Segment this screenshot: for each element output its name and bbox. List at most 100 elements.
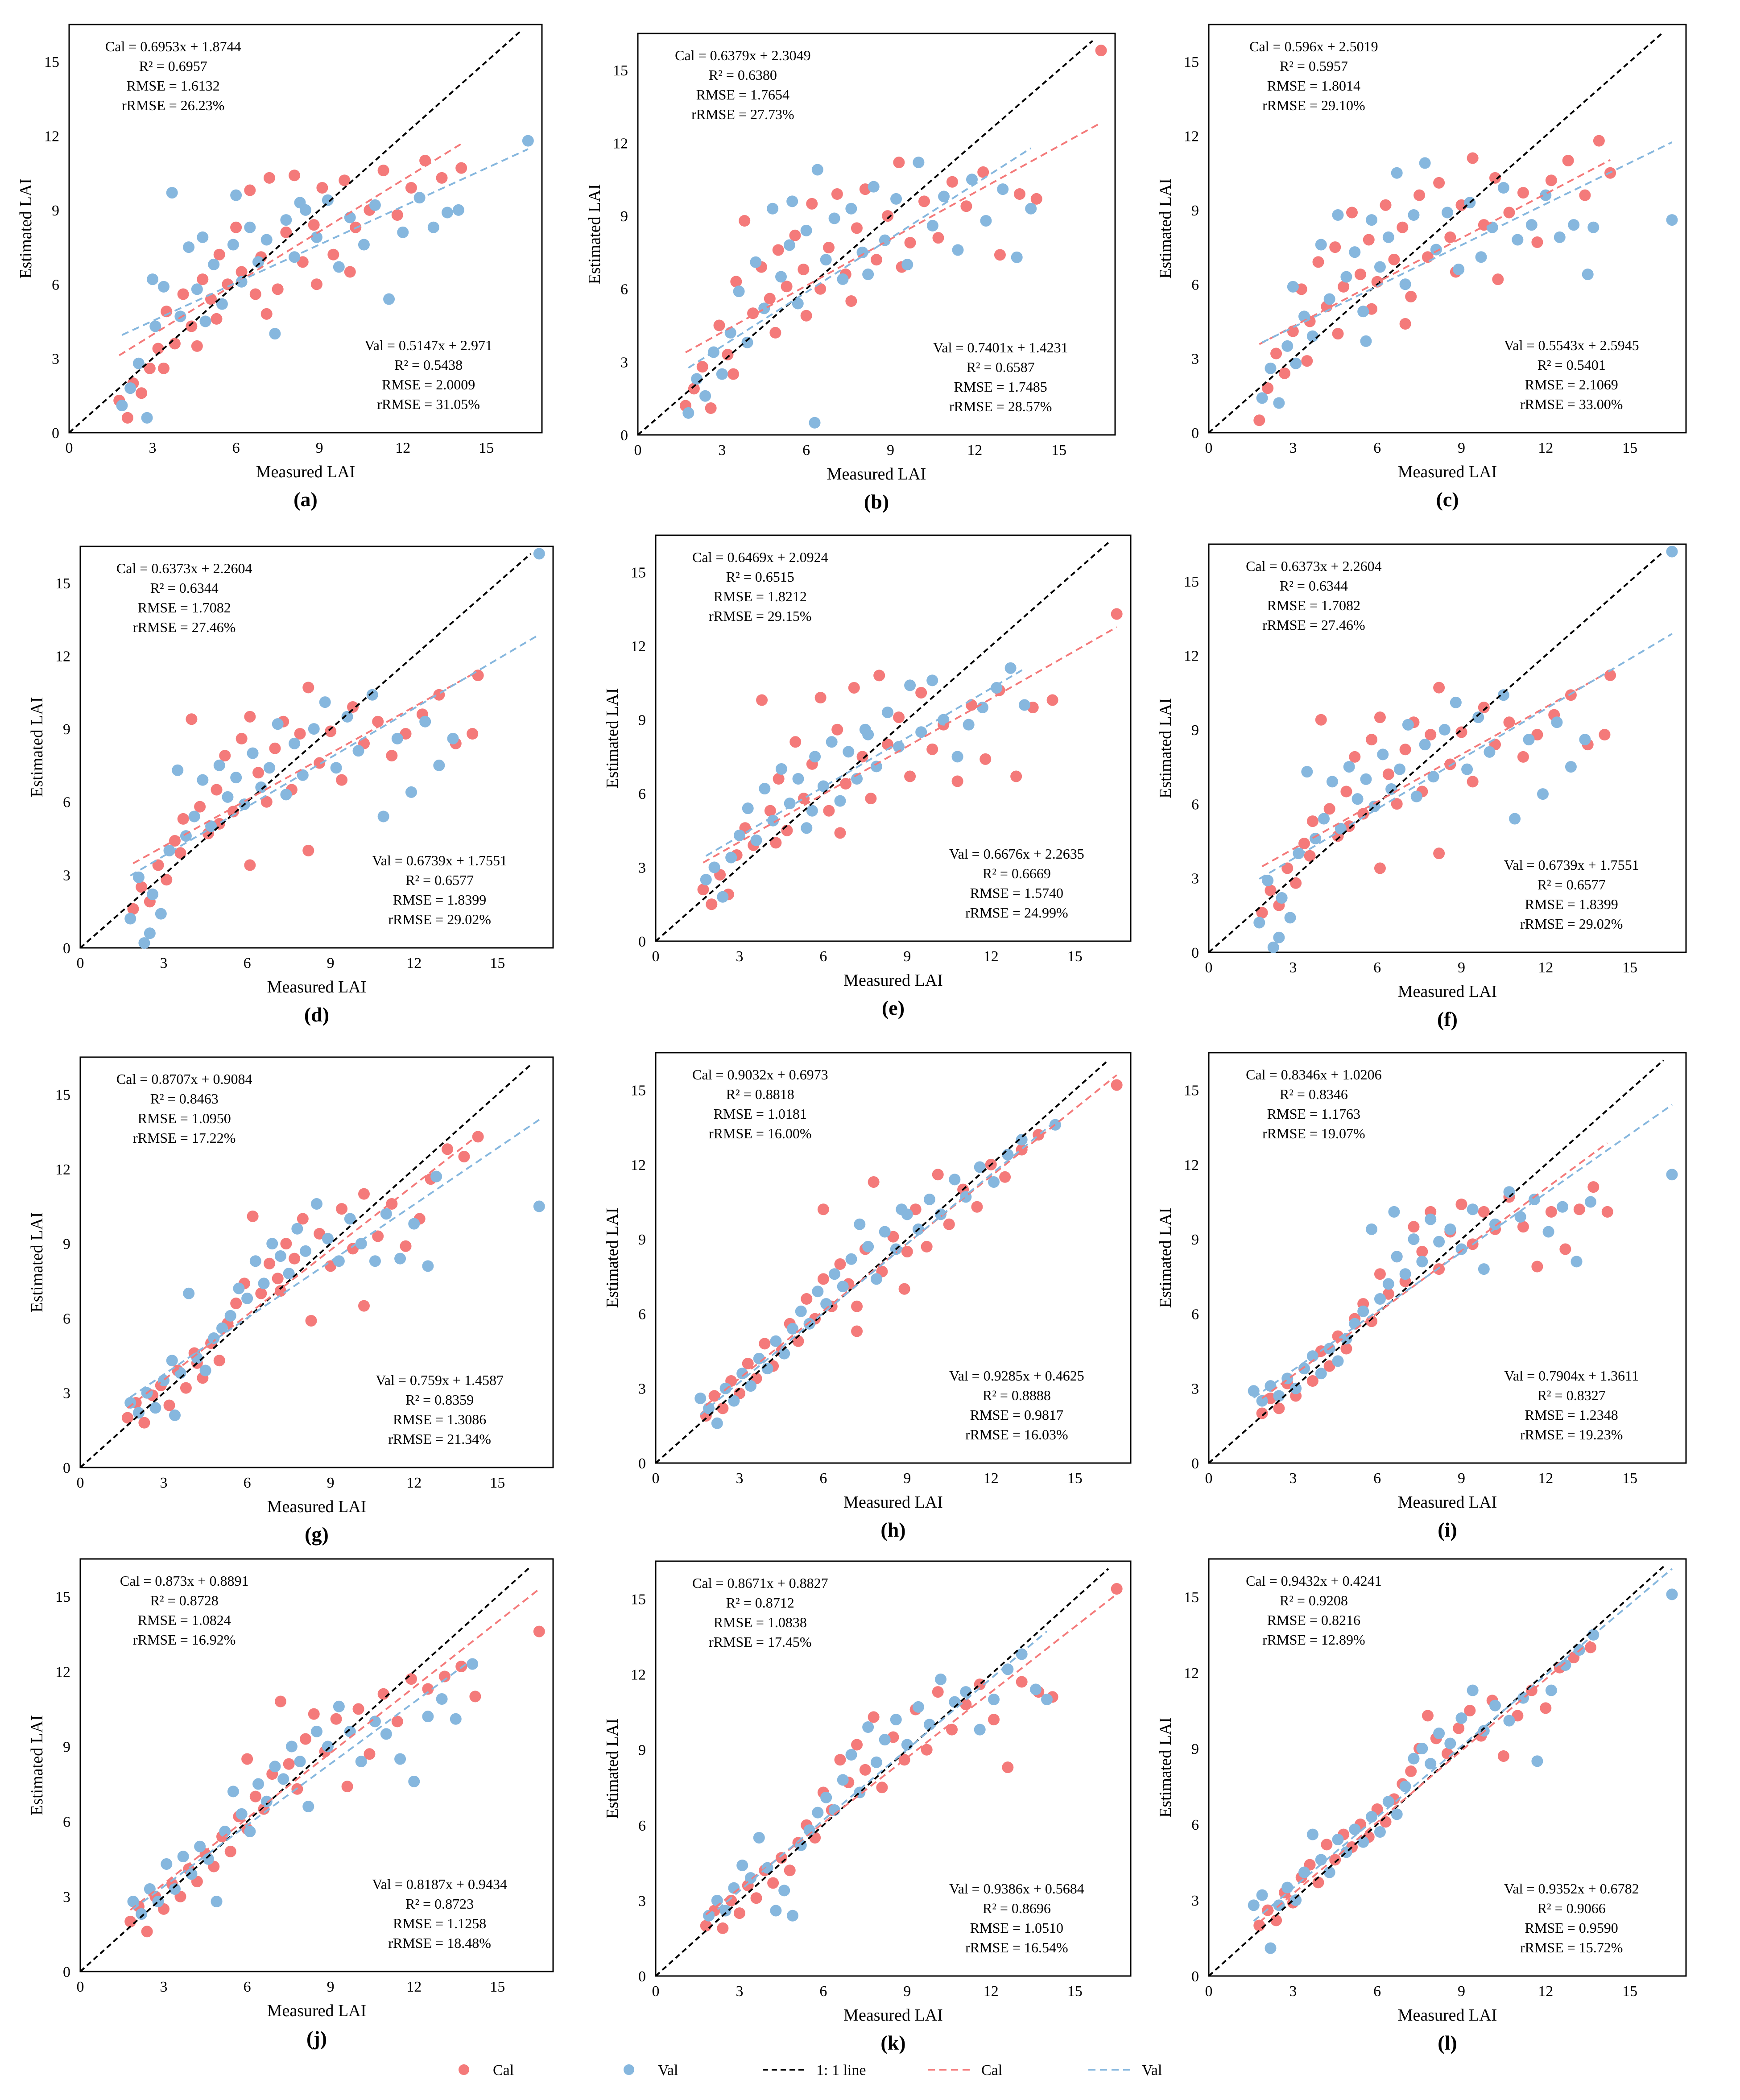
y-tick-label: 6 bbox=[638, 1818, 646, 1834]
val-point bbox=[1335, 823, 1347, 835]
val-point bbox=[1298, 1866, 1310, 1878]
panel-label: (e) bbox=[882, 996, 905, 1019]
val-point bbox=[1433, 1728, 1445, 1739]
x-axis-label: Measured LAI bbox=[827, 465, 926, 484]
x-tick-label: 0 bbox=[1205, 1470, 1213, 1487]
val-point bbox=[699, 390, 711, 402]
cal-stat-text: R² = 0.6380 bbox=[709, 67, 777, 83]
val-point bbox=[202, 1853, 214, 1865]
cal-stat-text: rRMSE = 16.92% bbox=[133, 1632, 236, 1648]
val-point bbox=[1430, 244, 1442, 256]
cal-point bbox=[1492, 273, 1504, 285]
val-point bbox=[311, 1725, 322, 1737]
y-axis-label: Estimated LAI bbox=[28, 1715, 46, 1815]
cal-point bbox=[708, 1390, 720, 1402]
cal-point bbox=[161, 306, 173, 318]
cal-point bbox=[918, 195, 930, 207]
y-tick-label: 15 bbox=[631, 1592, 646, 1608]
val-point bbox=[380, 1208, 392, 1220]
cal-stat-text: RMSE = 1.7654 bbox=[696, 87, 789, 103]
val-stat-text: Val = 0.6739x + 1.7551 bbox=[372, 852, 507, 868]
plot-frame bbox=[1208, 543, 1687, 953]
val-point bbox=[369, 1255, 381, 1267]
panel-label: (k) bbox=[880, 2031, 905, 2054]
val-point bbox=[1256, 1395, 1268, 1407]
val-point bbox=[1306, 1828, 1318, 1840]
val-point bbox=[1351, 793, 1364, 805]
val-point bbox=[761, 1363, 773, 1375]
cal-point bbox=[144, 362, 156, 374]
val-fit-line bbox=[688, 147, 1032, 369]
y-tick-label: 6 bbox=[638, 786, 646, 802]
val-point bbox=[1360, 773, 1372, 785]
cal-point bbox=[1270, 1914, 1282, 1926]
cal-point bbox=[161, 874, 173, 886]
val-point bbox=[820, 254, 832, 266]
cal-point bbox=[859, 1764, 871, 1776]
x-tick-label: 0 bbox=[652, 1470, 660, 1487]
cal-stat-text: rRMSE = 27.46% bbox=[133, 619, 236, 635]
val-point bbox=[862, 269, 874, 280]
val-point bbox=[132, 871, 145, 883]
x-tick-label: 6 bbox=[802, 442, 810, 459]
y-tick-label: 15 bbox=[44, 54, 59, 70]
cal-point bbox=[405, 1673, 417, 1685]
cal-point bbox=[831, 723, 843, 736]
x-tick-label: 12 bbox=[984, 1470, 999, 1487]
val-point bbox=[147, 273, 159, 285]
val-point bbox=[1571, 1256, 1583, 1268]
cal-point bbox=[272, 283, 284, 295]
val-point bbox=[300, 1245, 312, 1257]
chart-panel-f: 0 3 6 9 12 15 0 3 6 9 12 15 Measured LAI Estimated LA… bbox=[1156, 543, 1687, 1030]
cal-point bbox=[926, 743, 938, 755]
val-stat-text: R² = 0.8327 bbox=[1537, 1387, 1606, 1403]
cal-stat-text: rRMSE = 26.23% bbox=[122, 97, 225, 113]
val-point bbox=[826, 736, 838, 748]
cal-point bbox=[1002, 1761, 1014, 1773]
val-point bbox=[141, 412, 153, 424]
cal-point bbox=[901, 1246, 913, 1258]
val-point bbox=[792, 773, 804, 785]
cal-point bbox=[344, 266, 356, 278]
val-point bbox=[1444, 1737, 1456, 1749]
val-point bbox=[186, 1868, 198, 1880]
cal-point bbox=[971, 1201, 983, 1213]
cal-point bbox=[1489, 172, 1501, 184]
val-point bbox=[786, 195, 798, 207]
val-stat-text: rRMSE = 28.57% bbox=[949, 398, 1052, 414]
cal-point bbox=[136, 387, 148, 399]
x-tick-label: 3 bbox=[160, 1979, 168, 1995]
cal-stat-text: rRMSE = 16.00% bbox=[709, 1125, 812, 1141]
cal-point bbox=[213, 248, 225, 260]
cal-stat-text: RMSE = 1.8212 bbox=[714, 588, 807, 604]
val-point bbox=[879, 1226, 891, 1238]
val-point bbox=[1382, 231, 1394, 243]
cal-fit-line bbox=[1261, 670, 1611, 868]
val-point bbox=[1256, 392, 1268, 404]
cal-fit-line bbox=[127, 1134, 479, 1409]
x-tick-label: 6 bbox=[1373, 959, 1381, 976]
val-point bbox=[851, 773, 863, 785]
panel-label: (a) bbox=[293, 488, 318, 511]
val-point bbox=[1349, 1823, 1361, 1835]
x-tick-label: 6 bbox=[819, 1470, 827, 1487]
y-tick-label: 6 bbox=[1191, 796, 1199, 813]
cal-point bbox=[1046, 694, 1058, 706]
val-point bbox=[837, 1774, 849, 1786]
cal-point bbox=[1444, 758, 1456, 770]
val-point bbox=[801, 822, 813, 834]
val-point bbox=[792, 298, 804, 310]
y-tick-label: 9 bbox=[1191, 203, 1199, 219]
val-point bbox=[991, 682, 1003, 694]
cal-point bbox=[1587, 1181, 1599, 1193]
val-point bbox=[758, 302, 770, 314]
val-point bbox=[266, 1238, 278, 1250]
val-point bbox=[199, 1364, 211, 1377]
val-point bbox=[976, 702, 988, 714]
cal-point bbox=[1599, 729, 1611, 740]
y-axis-label: Estimated LAI bbox=[1156, 178, 1175, 279]
chart-panel-l: 0 3 6 9 12 15 0 3 6 9 12 15 Measured LAI Estimated LA… bbox=[1156, 1558, 1687, 2054]
val-point bbox=[116, 400, 128, 411]
x-tick-label: 0 bbox=[77, 955, 84, 971]
val-stat-text: rRMSE = 16.03% bbox=[965, 1426, 1068, 1443]
